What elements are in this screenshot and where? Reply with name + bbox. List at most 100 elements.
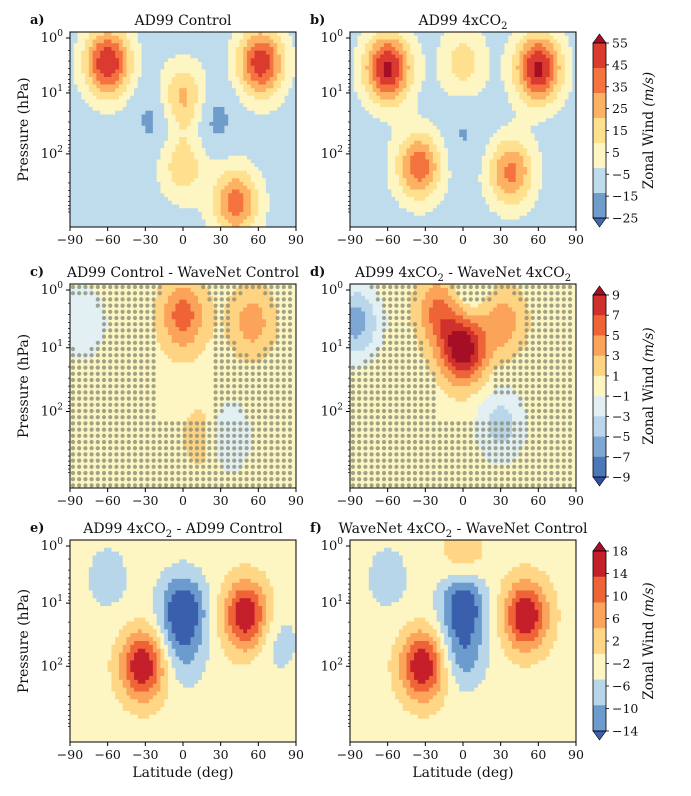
colorbar-2: 9 7 5 3 1 −1 −3 −5 −7 −9 Zonal Wind (m/s) [592,285,657,487]
colorbar-tick-label: −1 [612,389,630,404]
colorbar-extend-bottom [592,730,607,741]
colorbar-extend-bottom [592,217,607,228]
x-tick-label: 90 [568,747,584,762]
x-tick-label: −90 [57,493,83,508]
colorbar-tick-label: 15 [612,123,628,138]
colorbar-segment [593,416,606,437]
x-tick-label: −30 [412,232,438,247]
colorbars: 55 45 35 25 15 5 −5 −15 −25 Zonal Wind (m/s) 9 7 5 3 1… [592,33,657,741]
colorbar-tick-label: 3 [612,348,620,363]
x-tick-label: 0 [459,747,467,762]
y-tick-label: 100 [41,29,64,46]
panel-title: AD99 Control [134,13,233,29]
colorbar-segment [593,43,606,69]
panel-title: AD99 4xCO2 - AD99 Control [82,521,283,540]
panel-title: AD99 4xCO2 - WaveNet 4xCO2 [354,265,571,284]
colorbar-segment [593,653,606,680]
colorbar-tick-label: 18 [612,544,628,559]
panel-label: d) [310,265,325,280]
colorbar-segment [593,551,606,578]
y-tick-label: 101 [41,84,63,101]
x-tick-label: 60 [250,747,266,762]
colorbar-segment [593,679,606,706]
panel-title: AD99 Control - WaveNet Control [66,265,300,281]
y-tick-label: 102 [321,657,343,674]
colorbar-tick-label: −25 [612,211,638,226]
x-tick-label: −90 [337,747,363,762]
panel-label: c) [30,265,44,280]
colorbar-segment [593,436,606,458]
colorbar-tick-label: 5 [612,145,620,160]
panels: −90 −60 −30 0 30 60 90 100 101 102 a) AD99 Control P… [16,13,588,781]
x-tick-label: 60 [530,493,546,508]
colorbar-tick-label: 25 [612,101,628,116]
y-tick-label: 101 [41,594,63,611]
colorbar-tick-label: −10 [612,701,638,716]
x-tick-label: 30 [493,493,509,508]
colorbar-tick-label: 45 [612,57,628,72]
significance-stippling [350,284,573,488]
colorbar-tick-label: 6 [612,611,620,626]
x-tick-label: −60 [374,232,400,247]
colorbar-segment [593,628,606,655]
x-tick-label: 90 [288,232,304,247]
colorbar-segment [593,68,606,94]
x-tick-label: 0 [179,747,187,762]
panel-label: a) [30,13,45,28]
x-tick-label: −30 [412,747,438,762]
contour-field [70,540,296,742]
colorbar-tick-label: −2 [612,656,630,671]
colorbar-segment [593,355,606,377]
panel-b: −90 −60 −30 0 30 60 90 100 101 102 b) AD99 4xCO2 [310,13,584,247]
x-tick-label: 30 [213,747,229,762]
contour-field [350,540,576,742]
y-tick-label: 101 [321,339,343,356]
y-tick-label: 102 [41,403,63,420]
x-tick-label: −60 [94,747,120,762]
panel-f: −90 −60 −30 0 30 60 90 100 101 102 f) WaveNet 4xCO2… [310,521,588,781]
colorbar-tick-label: −5 [612,167,630,182]
colorbar-segment [593,335,606,357]
x-tick-label: −30 [132,493,158,508]
x-axis-label: Latitude (deg) [132,765,233,781]
x-tick-label: 90 [288,747,304,762]
panel-title: WaveNet 4xCO2 - WaveNet Control [338,521,588,540]
colorbar-tick-label: −14 [612,724,638,739]
x-tick-label: −60 [94,232,120,247]
y-tick-label: 102 [321,145,343,162]
x-tick-label: 60 [250,232,266,247]
colorbar-tick-label: 9 [612,288,620,303]
colorbar-tick-label: −3 [612,409,630,424]
x-tick-label: −60 [374,747,400,762]
colorbar-segment [593,602,606,629]
x-tick-label: 0 [179,232,187,247]
x-tick-label: 0 [459,232,467,247]
colorbar-segment [593,118,606,144]
contour-field [350,284,576,488]
y-tick-label: 100 [321,29,344,46]
significance-stippling [70,284,293,488]
x-tick-label: −90 [337,493,363,508]
y-tick-label: 100 [41,281,64,298]
colorbar-segment [593,576,606,603]
colorbar-tick-label: 7 [612,308,620,323]
contour-field [70,284,296,488]
x-axis-label: Latitude (deg) [412,765,513,781]
panel-c: −90 −60 −30 0 30 60 90 100 101 102 c) AD99 Control … [16,265,304,508]
colorbar-segment [593,315,606,336]
x-tick-label: 30 [213,493,229,508]
x-tick-label: −30 [132,747,158,762]
panel-label: b) [310,13,325,28]
x-tick-label: −90 [337,232,363,247]
colorbar-label: Zonal Wind (m/s) [641,582,657,699]
y-tick-label: 102 [41,145,63,162]
x-tick-label: −60 [374,493,400,508]
y-axis-label: Pressure (hPa) [16,334,32,438]
colorbar-segment [593,168,606,194]
panel-d: −90 −60 −30 0 30 60 90 100 101 102 d) AD99 4xCO2 - … [310,265,584,508]
y-tick-label: 101 [41,339,63,356]
colorbar-tick-label: 10 [612,589,628,604]
x-tick-label: −60 [94,493,120,508]
colorbar-3: 18 14 10 6 2 −2 −6 −10 −14 Zonal Wind (m/s) [592,541,657,741]
colorbar-segment [593,295,606,316]
